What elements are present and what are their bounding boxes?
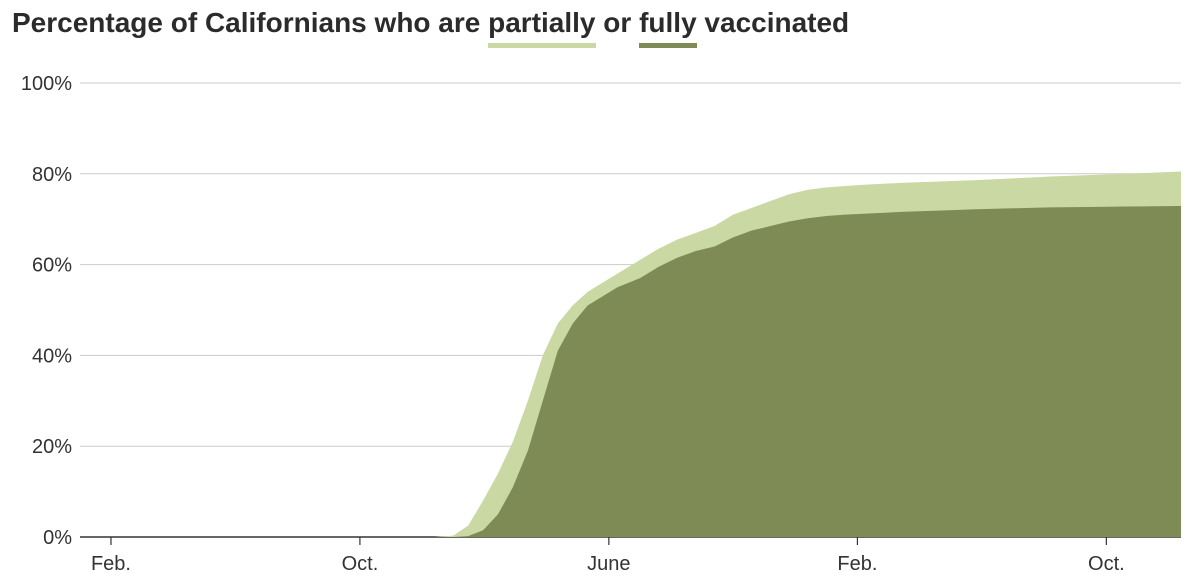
- x-tick-label: Oct.: [1088, 553, 1125, 575]
- y-tick-label: 80%: [32, 164, 72, 186]
- x-axis-ticks: Feb. Oct. June Feb. Oct.: [91, 537, 1125, 575]
- y-axis-ticks: 0% 20% 40% 60% 80% 100%: [21, 73, 72, 549]
- x-tick-label: Oct.: [342, 553, 379, 575]
- x-tick-label: Feb.: [91, 553, 131, 575]
- y-tick-label: 20%: [32, 436, 72, 458]
- legend-partially: partially: [488, 4, 596, 48]
- y-tick-label: 100%: [21, 73, 72, 95]
- y-tick-label: 60%: [32, 255, 72, 277]
- title-prefix: Percentage of Californians who are: [12, 7, 489, 38]
- chart-title: Percentage of Californians who are parti…: [12, 4, 850, 48]
- title-middle: or: [595, 7, 640, 38]
- area-fully: [80, 206, 1181, 537]
- y-tick-label: 0%: [43, 527, 72, 549]
- legend-fully: fully: [639, 4, 697, 48]
- series-areas: [80, 171, 1181, 537]
- y-tick-label: 40%: [32, 345, 72, 367]
- x-tick-label: Feb.: [837, 553, 877, 575]
- x-tick-label: June: [587, 553, 630, 575]
- title-suffix: vaccinated: [696, 7, 850, 38]
